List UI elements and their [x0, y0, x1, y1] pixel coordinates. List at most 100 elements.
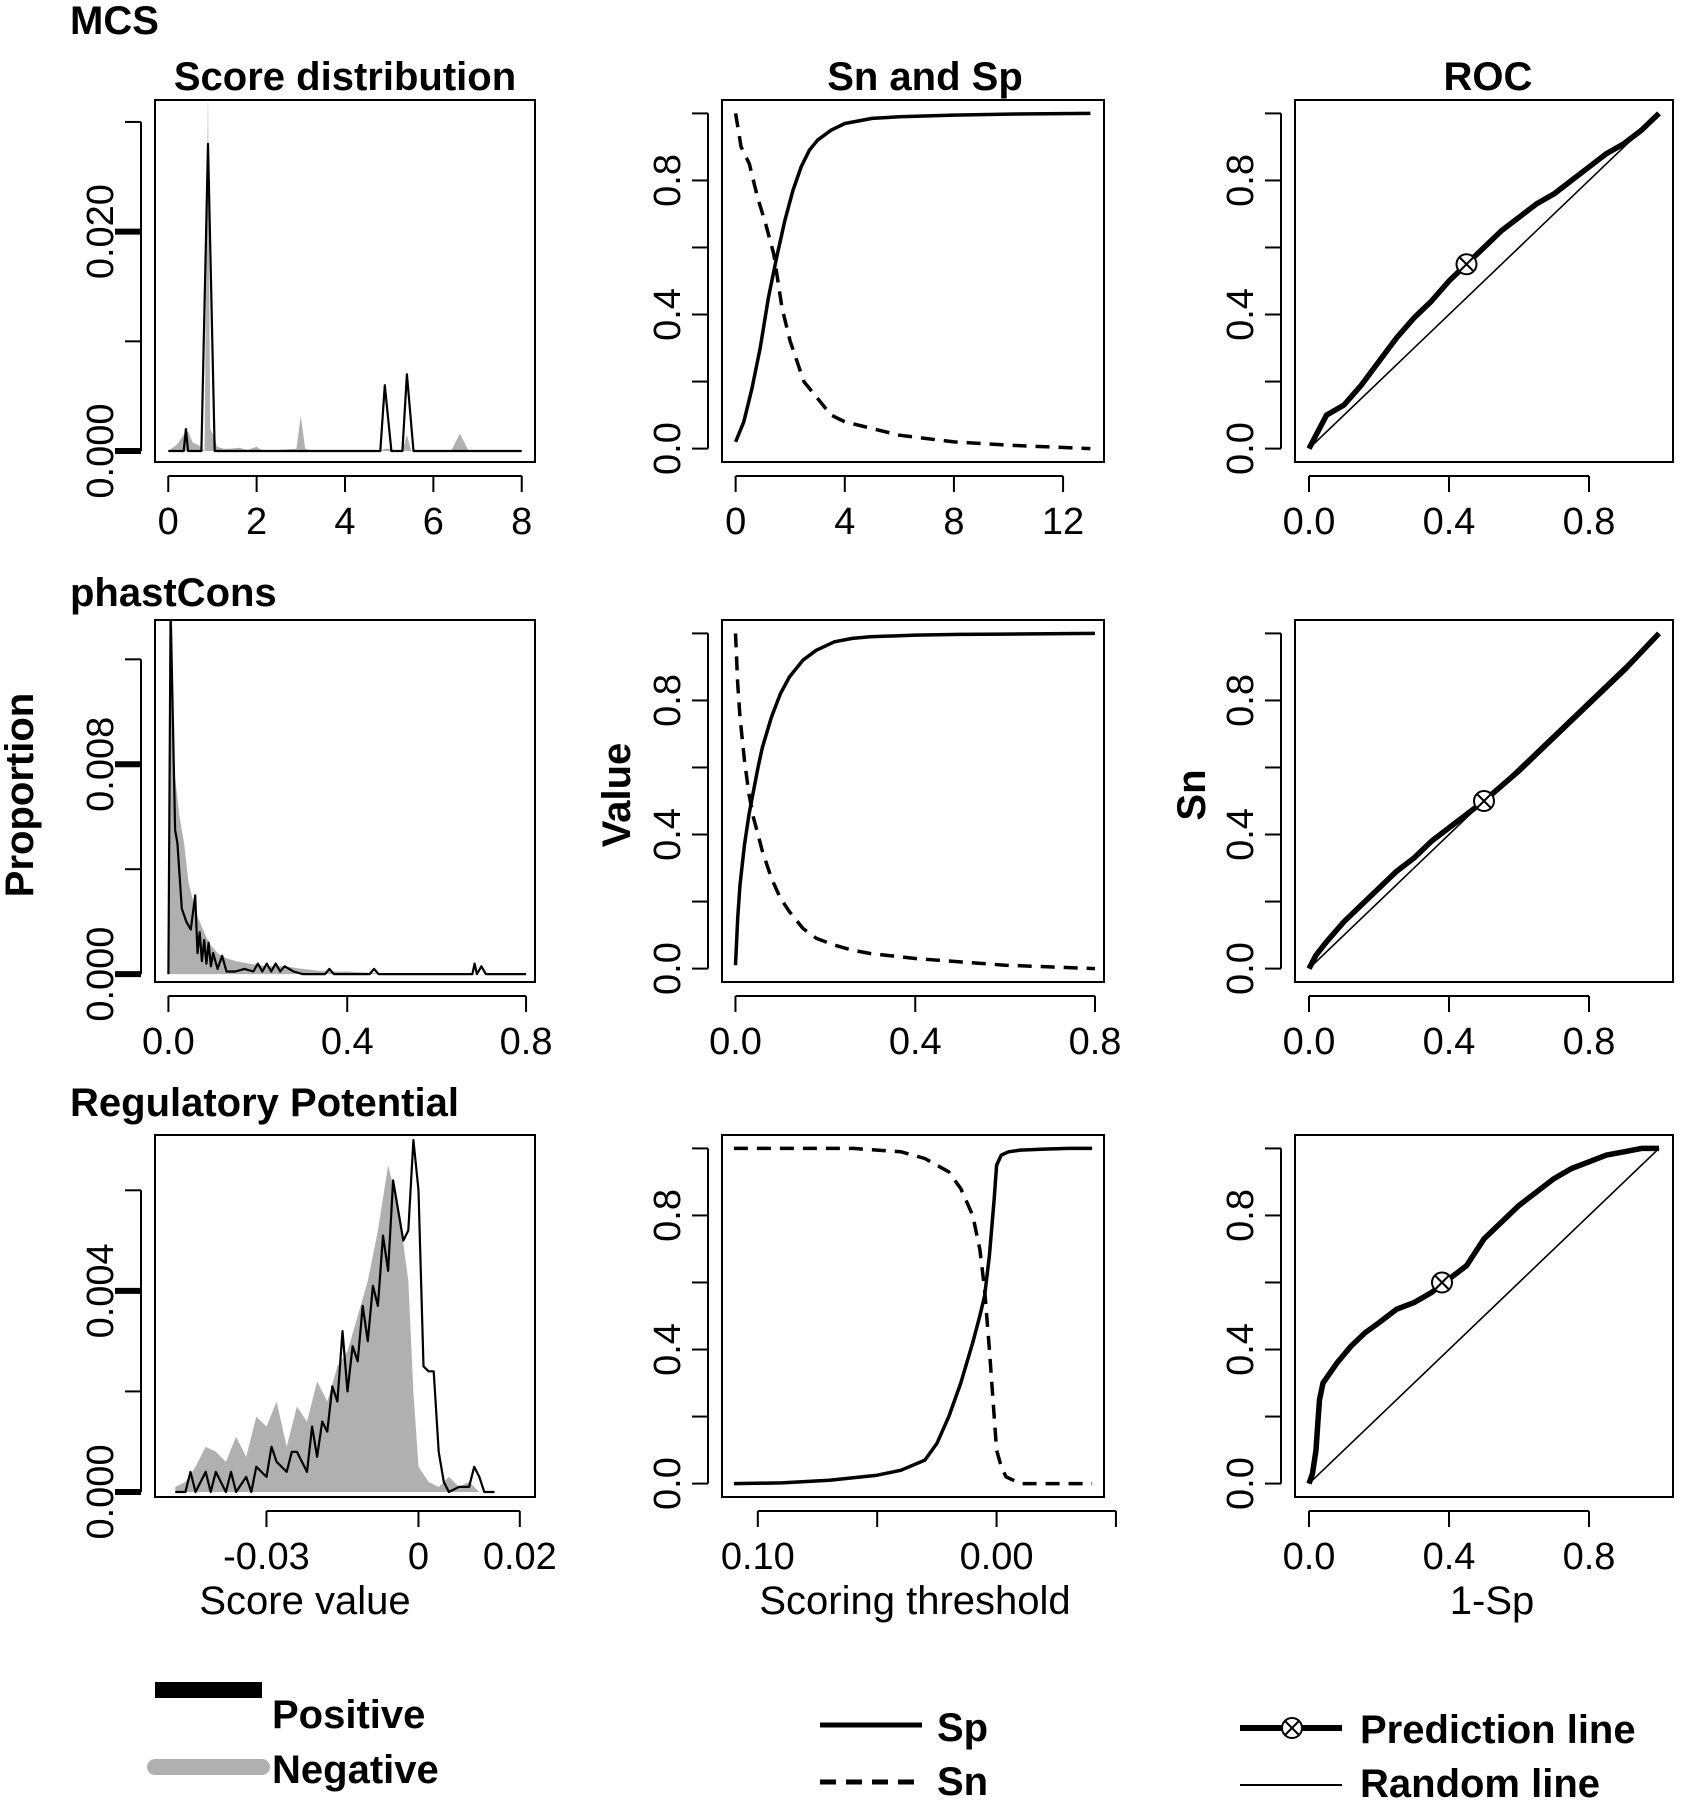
marker-cross [1476, 793, 1492, 809]
marker-cross [1434, 1274, 1450, 1291]
series-negative [175, 1165, 480, 1492]
y-tick-label: 0.020 [80, 184, 122, 279]
panel-mcs-sn-sp: 0 4 8 12 0.0 0.4 0.8 [647, 99, 1105, 543]
y-tick-label: 0.0 [647, 422, 689, 475]
y-tick-label: 0.4 [647, 808, 689, 861]
plot-frame [721, 619, 1105, 983]
plot-frame [1294, 619, 1674, 983]
ylabel-sn: Sn [1170, 769, 1214, 820]
xlabel-1-sp: 1-Sp [1450, 1579, 1535, 1623]
x-tick-label: 0.8 [500, 1021, 553, 1063]
series-random-line [1308, 1147, 1660, 1485]
series-negative [168, 659, 527, 975]
x-tick-label: 12 [1042, 501, 1084, 543]
series-sn [733, 113, 1091, 451]
series-sp [733, 1146, 1093, 1486]
roc-operating-point-marker-icon [1431, 1271, 1453, 1294]
y-tick-label: 0.0 [647, 1457, 689, 1510]
panel-phastcons-sn-sp: 0.0 0.4 0.8 0.0 0.4 0.8 [647, 619, 1122, 1063]
x-tick-label: 8 [511, 501, 532, 543]
x-tick-label: 0.0 [1283, 501, 1336, 543]
x-tick-label: 0.4 [889, 1021, 942, 1063]
y-tick-label: 0.8 [1220, 674, 1262, 727]
x-tick-label: 0.0 [1283, 1536, 1336, 1578]
legend-sn-sp: Sp Sn [820, 1706, 988, 1800]
legend-random-label: Random line [1360, 1762, 1600, 1800]
x-tick-label: 0.0 [1283, 1021, 1336, 1063]
y-tick-label: 0.8 [1220, 154, 1262, 207]
x-tick-label: 0 [725, 501, 746, 543]
legend-prediction-marker-icon [1281, 1717, 1303, 1739]
panel-phastcons-roc: 0.0 0.4 0.8 0.0 0.4 0.8 [1220, 619, 1674, 1063]
data-layer [167, 620, 527, 976]
x-tick-label: 0.4 [321, 1021, 374, 1063]
series-positive [167, 620, 527, 976]
plot-frame [1294, 1134, 1674, 1498]
plot-frame [721, 1134, 1105, 1498]
plot-frame [721, 99, 1105, 463]
xlabel-scoring-threshold: Scoring threshold [759, 1579, 1070, 1623]
x-tick-label: 0.8 [1563, 1021, 1616, 1063]
legend-distribution: Positive Negative [147, 1682, 439, 1792]
roc-operating-point-marker-icon [1473, 790, 1495, 812]
x-tick-label: 0.4 [1423, 1021, 1476, 1063]
x-tick-label: 0.4 [1423, 501, 1476, 543]
legend-prediction-label: Prediction line [1360, 1708, 1636, 1752]
column-title-roc: ROC [1444, 55, 1533, 99]
series-negative [168, 100, 522, 451]
x-tick-label: 2 [246, 501, 267, 543]
data-layer [175, 1138, 495, 1494]
y-tick-label: 0.8 [1220, 1189, 1262, 1242]
y-tick-label: 0.0 [1220, 1457, 1262, 1510]
panel-mcs-score-distribution: 0 2 4 6 8 0.000 0.020 [80, 99, 536, 543]
panel-mcs-roc: 0.0 0.4 0.8 0.0 0.4 0.8 [1220, 99, 1674, 543]
legend-sp-label: Sp [937, 1706, 988, 1750]
ylabel-value: Value [595, 743, 639, 848]
x-tick-label: 0.8 [1563, 501, 1616, 543]
xlabel-score-value: Score value [199, 1579, 410, 1623]
panel-regulatory-potential-score-distribution: -0.03 0 0.02 0.000 0.004 [80, 1134, 557, 1578]
x-tick-label: 0.0 [142, 1021, 195, 1063]
y-tick-label: 0.4 [1220, 808, 1262, 861]
x-tick-label: 0.4 [1423, 1536, 1476, 1578]
data-layer [733, 111, 1091, 451]
y-tick-label: 0.0 [647, 942, 689, 995]
data-layer [1306, 1145, 1660, 1485]
series-prediction-line [1306, 631, 1661, 970]
roc-operating-point-marker-icon [1455, 253, 1478, 276]
y-tick-label: 0.8 [647, 154, 689, 207]
series-positive [168, 142, 522, 453]
x-tick-label: 4 [834, 501, 855, 543]
data-layer [733, 1146, 1093, 1486]
y-tick-label: 0.008 [80, 717, 122, 812]
column-title-sn-and-sp: Sn and Sp [827, 55, 1023, 99]
y-tick-label: 0.8 [647, 1189, 689, 1242]
series-random-line [1308, 112, 1660, 450]
marker-cross [1458, 256, 1475, 272]
series-sn [733, 1146, 1093, 1486]
x-tick-label: 0.8 [1069, 1021, 1122, 1063]
row-title-regulatory-potential: Regulatory Potential [70, 1081, 459, 1125]
y-tick-label: 0.000 [80, 1444, 122, 1539]
series-sp [733, 111, 1091, 443]
plot-frame [154, 1134, 536, 1498]
data-layer [733, 631, 1096, 971]
panel-regulatory-potential-roc: 0.0 0.4 0.8 0.0 0.4 0.8 [1220, 1134, 1674, 1578]
x-tick-label: 8 [943, 501, 964, 543]
legend-positive-label: Positive [272, 1693, 425, 1737]
series-sn [733, 633, 1096, 971]
ylabel-proportion: Proportion [0, 693, 42, 897]
column-title-score-distribution: Score distribution [174, 55, 516, 99]
series-prediction-line [1306, 1145, 1659, 1485]
panel-regulatory-potential-sn-sp: 0.10 0.00 0.0 0.4 0.8 [647, 1134, 1117, 1578]
y-tick-label: 0.0 [1220, 422, 1262, 475]
legend-negative-label: Negative [272, 1748, 439, 1792]
y-tick-label: 0.4 [647, 1323, 689, 1376]
y-tick-label: 0.4 [1220, 288, 1262, 341]
x-tick-label: 0 [408, 1536, 429, 1578]
y-tick-label: 0.4 [1220, 1323, 1262, 1376]
series-prediction-line [1306, 111, 1661, 450]
x-tick-label: -0.03 [223, 1536, 310, 1578]
series-sp [733, 631, 1096, 966]
